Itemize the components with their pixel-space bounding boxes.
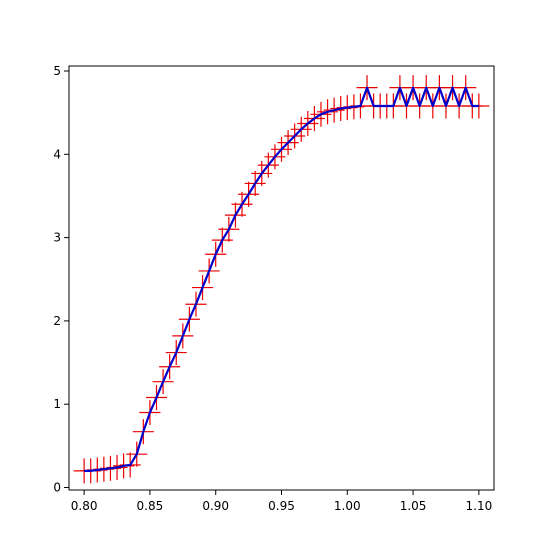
x-tick-label: 0.95 xyxy=(268,499,295,513)
y-tick-label: 3 xyxy=(53,231,61,245)
y-tick-label: 5 xyxy=(53,64,61,78)
x-tick-label: 0.80 xyxy=(71,499,98,513)
y-tick-label: 0 xyxy=(53,481,61,495)
series-line xyxy=(84,86,479,472)
errorbar-layer xyxy=(73,75,490,484)
x-tick-label: 0.90 xyxy=(202,499,229,513)
x-tick-label: 0.85 xyxy=(137,499,164,513)
plot-frame xyxy=(68,65,495,491)
x-tick-label: 1.05 xyxy=(400,499,427,513)
y-tick-label: 2 xyxy=(53,314,61,328)
y-tick-label: 1 xyxy=(53,397,61,411)
x-axis: 0.80 0.85 0.90 0.95 1.00 1.05 1.10 xyxy=(71,490,492,513)
y-axis: 0 1 2 3 4 5 xyxy=(53,64,69,495)
series-layer xyxy=(84,86,479,472)
x-tick-label: 1.10 xyxy=(466,499,493,513)
y-tick-label: 4 xyxy=(53,147,61,161)
x-tick-label: 1.00 xyxy=(334,499,361,513)
